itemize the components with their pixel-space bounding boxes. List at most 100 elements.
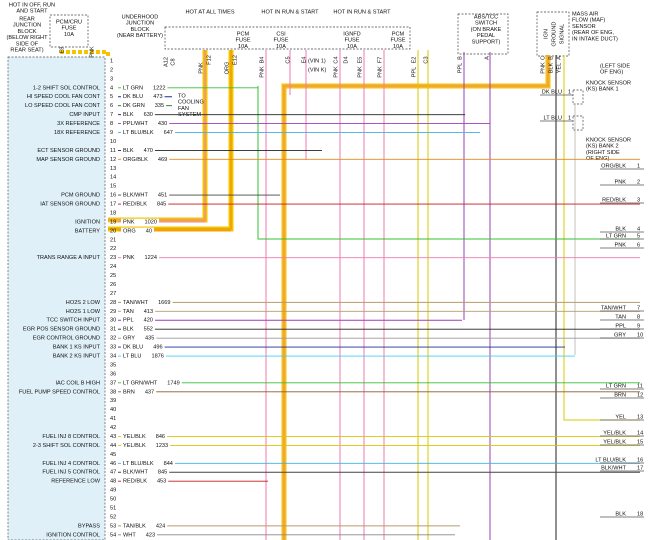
pin-function: IGNITION: [75, 219, 100, 225]
connector-label: A12: [163, 57, 169, 67]
connector-label: IGN: [543, 29, 549, 39]
pin-function: HI SPEED COOL FAN CONT: [27, 94, 101, 100]
label: HOT IN RUN & START: [333, 9, 391, 15]
pin-number: 5: [110, 94, 113, 100]
label-bg: [121, 442, 171, 449]
pin-number: 22: [110, 246, 116, 252]
pin-number: 33: [110, 345, 116, 351]
connector-pin: 6: [637, 242, 640, 248]
pin-number: 21: [110, 237, 116, 243]
pin-number: 48: [110, 479, 116, 485]
connector-label: SIGNAL: [559, 24, 565, 45]
wire: [283, 55, 549, 540]
pin-number: 45: [110, 452, 116, 458]
connector-pin: 7: [637, 305, 640, 311]
label: PCM/CRU: [56, 19, 82, 25]
wire-color: BRN: [123, 389, 135, 395]
label: BLOCK: [131, 27, 150, 33]
label: HOT IN RUN & START: [261, 9, 319, 15]
connector-pin: 8: [637, 314, 640, 320]
circuit-number: 1224: [145, 255, 157, 261]
pin-function: FUEL INJ 4 CONTROL: [42, 461, 100, 467]
connector-wire: TAN: [615, 314, 626, 320]
connector-label: E2: [411, 57, 417, 64]
label: SENSOR: [572, 24, 596, 30]
label-bg: [121, 388, 157, 395]
pin-number: 36: [110, 371, 116, 377]
circuit-number: 630: [144, 112, 153, 118]
connector-wire: LT GRN: [606, 233, 626, 239]
label: REAR SEAT): [10, 47, 43, 53]
circuit-number: 470: [144, 148, 153, 154]
connector-wire: GRY: [614, 332, 626, 338]
circuit-number: 845: [157, 202, 166, 208]
pin-function: IGNITION CONTROL: [46, 532, 100, 538]
pin-number: 47: [110, 470, 116, 476]
label: PCM: [392, 31, 405, 37]
connector-label: D4: [343, 56, 349, 63]
connector-pin: 18: [637, 511, 643, 517]
connector-label: C5: [285, 56, 291, 63]
label-bg: [121, 326, 155, 333]
label: 10A: [64, 32, 74, 38]
pin-number: 32: [110, 336, 116, 342]
label-bg: [121, 433, 168, 440]
circuit-number: 1233: [156, 443, 168, 449]
highlight-wire: [281, 55, 551, 540]
pin-number: 38: [110, 389, 116, 395]
pin-function: 3X REFERENCE: [57, 121, 100, 127]
label: BLOCK: [18, 29, 37, 35]
label: (REAR OF ENG,: [572, 30, 614, 36]
connector-wire: BLK: [615, 226, 626, 232]
circuit-number: 1876: [151, 354, 163, 360]
circuit-number: 1749: [167, 380, 179, 386]
pin-number: 29: [110, 309, 116, 315]
connector-label: B4: [259, 57, 265, 64]
pin-number: 39: [110, 398, 116, 404]
wire: [289, 50, 385, 540]
pin-number: 53: [110, 523, 116, 529]
circuit-number: 40: [146, 228, 152, 234]
pin-number: 20: [110, 228, 116, 234]
wire-color: PPL/WHT: [123, 121, 148, 127]
pin-number: 42: [110, 425, 116, 431]
pin-number: 27: [110, 291, 116, 297]
connector-pin: 16: [637, 457, 643, 463]
connector-pin: 2: [637, 179, 640, 185]
pin-number: 41: [110, 416, 116, 422]
label-bg: [121, 200, 169, 208]
circuit-number: 1222: [153, 85, 165, 91]
wire-color: ORG: [123, 228, 136, 234]
label: SUPPORT): [472, 39, 501, 45]
connector-wire: YEL/BLK: [603, 430, 626, 436]
label-bg: [121, 334, 157, 342]
circuit-number: 1020: [145, 219, 157, 225]
pin-function: TCC SWITCH INPUT: [47, 318, 101, 324]
pin-number: 13: [110, 166, 116, 172]
pin-number: 8: [110, 121, 113, 127]
wires: [60, 50, 640, 540]
wire-color: BLK: [123, 112, 134, 118]
connector-label: PNK: [333, 66, 339, 78]
pin-number: 25: [110, 273, 116, 279]
connector-label: A: [484, 56, 490, 60]
connector-pin: 12: [637, 392, 643, 398]
pin-number: 28: [110, 300, 116, 306]
pin-number: 9: [110, 130, 113, 136]
connector-label: C8: [170, 58, 176, 65]
pin-number: 14: [110, 175, 116, 181]
connector-label: GROUND: [551, 22, 557, 47]
label: JUNCTION: [126, 21, 154, 27]
pin-number: 51: [110, 505, 116, 511]
connector-label: E12: [232, 55, 238, 65]
label-bg: [121, 469, 170, 476]
circuit-number: 473: [153, 94, 162, 100]
circuit-number: 647: [164, 130, 173, 136]
label-bg: [121, 129, 175, 136]
label: PCM: [237, 31, 250, 37]
label: (KS) BANK 1: [586, 87, 619, 93]
circuit-number: 552: [144, 327, 153, 333]
wire-color: TAN/WHT: [123, 300, 149, 306]
circuit-number: 335: [155, 103, 164, 109]
